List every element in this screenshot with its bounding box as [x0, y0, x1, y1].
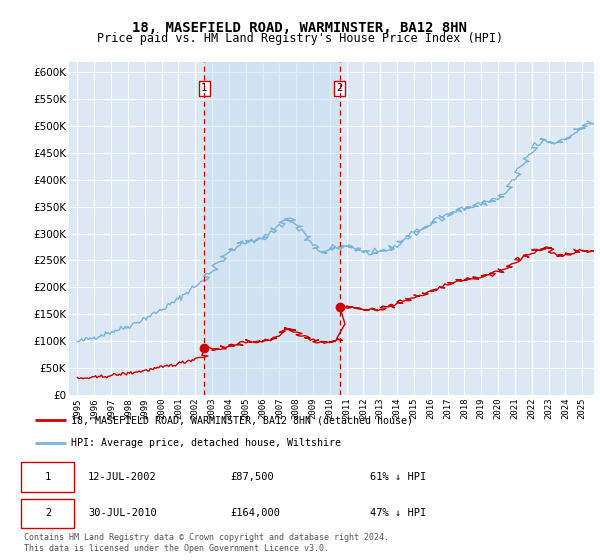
Text: 12-JUL-2002: 12-JUL-2002 [88, 472, 157, 482]
Text: 18, MASEFIELD ROAD, WARMINSTER, BA12 8HN: 18, MASEFIELD ROAD, WARMINSTER, BA12 8HN [133, 21, 467, 35]
Bar [204, 62, 340, 395]
Text: HPI: Average price, detached house, Wiltshire: HPI: Average price, detached house, Wilt… [71, 438, 341, 448]
Text: £164,000: £164,000 [230, 508, 280, 519]
Text: £87,500: £87,500 [230, 472, 274, 482]
Text: 30-JUL-2010: 30-JUL-2010 [88, 508, 157, 519]
FancyBboxPatch shape [21, 463, 74, 492]
Text: 2: 2 [337, 83, 343, 94]
Text: 2: 2 [45, 508, 51, 519]
Text: Contains HM Land Registry data © Crown copyright and database right 2024.
This d: Contains HM Land Registry data © Crown c… [24, 533, 389, 553]
FancyBboxPatch shape [21, 498, 74, 528]
Text: 18, MASEFIELD ROAD, WARMINSTER, BA12 8HN (detached house): 18, MASEFIELD ROAD, WARMINSTER, BA12 8HN… [71, 416, 413, 426]
Text: 61% ↓ HPI: 61% ↓ HPI [370, 472, 426, 482]
Text: 47% ↓ HPI: 47% ↓ HPI [370, 508, 426, 519]
Text: Price paid vs. HM Land Registry's House Price Index (HPI): Price paid vs. HM Land Registry's House … [97, 32, 503, 45]
Text: 1: 1 [45, 472, 51, 482]
Text: 1: 1 [201, 83, 208, 94]
